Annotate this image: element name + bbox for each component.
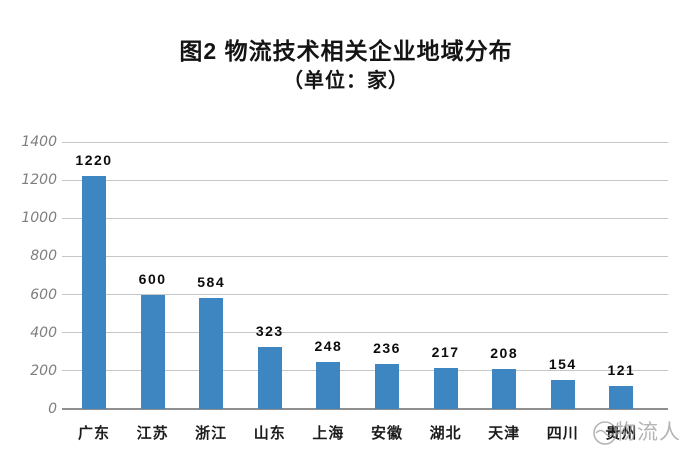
- chart-title-line1: 图2 物流技术相关企业地域分布: [179, 38, 513, 64]
- bar-value-label: 584: [197, 273, 226, 290]
- y-axis-tick-label: 600: [30, 286, 57, 303]
- bar-天津: [492, 369, 517, 409]
- grid-line: [62, 217, 668, 219]
- grid-line: [62, 179, 668, 181]
- bar-广东: [82, 176, 106, 409]
- y-axis-tick-label: 0: [48, 401, 57, 417]
- y-axis-tick-label: 800: [30, 248, 57, 265]
- bar-江苏: [140, 294, 165, 409]
- x-axis-category-label: 上海: [312, 425, 345, 442]
- x-axis-category-label: 四川: [546, 425, 579, 442]
- x-axis-category-label: 贵州: [605, 425, 638, 442]
- x-axis-category-label: 安徽: [370, 425, 403, 442]
- bar-上海: [316, 361, 341, 409]
- x-axis-category-label: 浙江: [195, 425, 228, 442]
- grid-line: [62, 294, 668, 296]
- y-axis-tick-label: 200: [30, 362, 57, 379]
- x-axis-category-label: 天津: [488, 425, 521, 442]
- y-axis-tick-label: 1000: [21, 210, 57, 227]
- x-axis-baseline: [62, 408, 668, 410]
- x-axis-category-label: 江苏: [136, 425, 169, 442]
- chart-title-unit-line: （单位：家）: [283, 70, 409, 92]
- bar-value-label: 217: [431, 343, 460, 360]
- bar-安徽: [375, 363, 399, 409]
- bar-山东: [257, 347, 282, 409]
- x-axis-category-label: 广东: [77, 425, 110, 442]
- grid-line: [62, 255, 668, 257]
- grid-line: [62, 141, 668, 143]
- grid-line: [62, 370, 668, 372]
- bar-四川: [550, 379, 575, 409]
- bar-贵州: [609, 385, 634, 409]
- chart-title: 图2 物流技术相关企业地域分布 （单位：家）: [0, 38, 692, 93]
- y-axis-tick-label: 1200: [21, 172, 57, 189]
- bar-value-label: 600: [138, 270, 167, 287]
- bar-value-label: 236: [373, 339, 401, 356]
- bar-浙江: [199, 297, 224, 409]
- bar-value-label: 248: [314, 337, 343, 354]
- bar-value-label: 323: [255, 323, 284, 340]
- grid-line: [62, 332, 668, 334]
- bar-value-label: 1220: [75, 152, 113, 169]
- x-axis-category-label: 湖北: [429, 425, 462, 442]
- bar-value-label: 208: [490, 345, 519, 362]
- bar-value-label: 154: [548, 355, 577, 372]
- y-axis-tick-label: 1400: [21, 134, 57, 150]
- x-axis-category-label: 山东: [253, 425, 286, 442]
- y-axis-tick-label: 400: [30, 324, 57, 341]
- bar-value-label: 121: [607, 361, 636, 378]
- bar-湖北: [433, 367, 458, 409]
